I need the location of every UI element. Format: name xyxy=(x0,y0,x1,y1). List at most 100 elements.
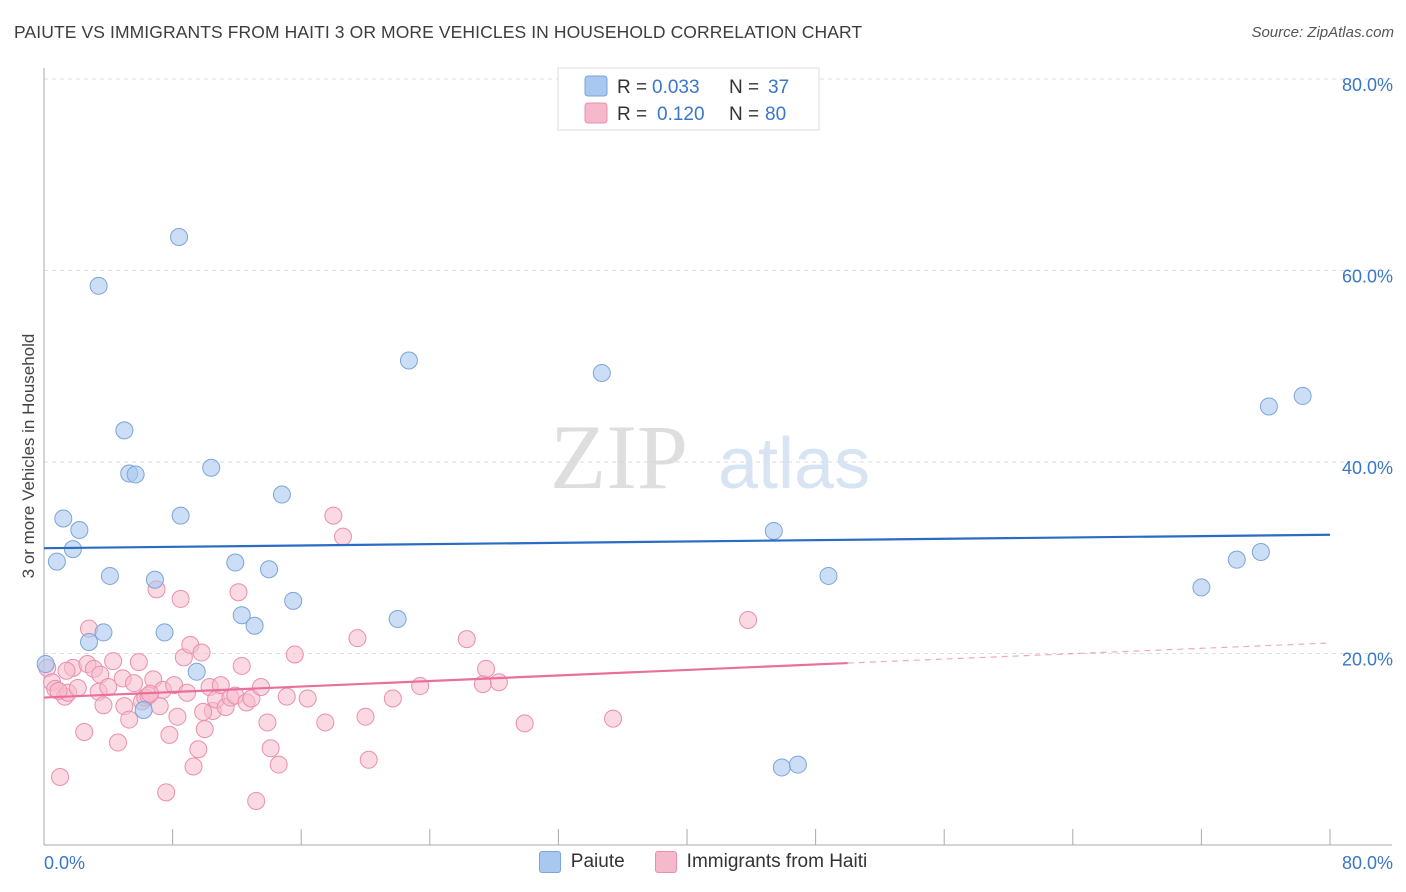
y-tick-label: 60.0% xyxy=(1342,267,1393,287)
paiute-point xyxy=(226,553,245,572)
source-label: Source: ZipAtlas.com xyxy=(1251,24,1394,41)
paiute-point xyxy=(788,755,807,774)
legend-r-label-haiti: R = xyxy=(617,104,647,125)
haiti-trend-line xyxy=(43,661,848,699)
paiute-point xyxy=(772,758,791,777)
haiti-point xyxy=(269,755,288,774)
watermark: ZIP atlas xyxy=(550,406,870,508)
haiti-point xyxy=(160,725,179,744)
paiute-point xyxy=(284,591,303,610)
chart-title: PAIUTE VS IMMIGRANTS FROM HAITI 3 OR MOR… xyxy=(14,22,863,42)
paiute-points xyxy=(36,227,1312,777)
haiti-point xyxy=(242,689,261,708)
haiti-point xyxy=(125,674,144,693)
legend-r-value-paiute: 0.033 xyxy=(652,77,700,98)
bottom-legend-label-haiti: Immigrants from Haiti xyxy=(686,851,868,872)
paiute-point xyxy=(1293,386,1312,405)
haiti-point xyxy=(120,710,139,729)
paiute-point xyxy=(170,227,189,246)
paiute-point xyxy=(260,560,279,579)
paiute-point xyxy=(187,662,206,681)
haiti-point xyxy=(316,713,335,732)
legend-r-label-paiute: R = xyxy=(617,77,647,98)
paiute-point xyxy=(145,570,164,589)
paiute-point xyxy=(232,606,251,625)
haiti-point xyxy=(57,661,76,680)
haiti-points xyxy=(38,506,758,810)
paiute-point xyxy=(272,485,291,504)
axes xyxy=(43,68,1392,846)
haiti-point xyxy=(129,653,148,672)
watermark-atlas: atlas xyxy=(718,424,870,504)
legend-swatch-haiti xyxy=(584,102,608,124)
haiti-point xyxy=(51,768,70,787)
paiute-point xyxy=(115,421,134,440)
y-tick-labels: 20.0% 40.0% 60.0% 80.0% xyxy=(1342,75,1393,670)
haiti-point xyxy=(489,673,508,692)
haiti-point xyxy=(356,707,375,726)
haiti-point xyxy=(457,630,476,649)
paiute-point xyxy=(388,610,407,629)
haiti-point xyxy=(195,720,214,739)
haiti-point xyxy=(104,652,123,671)
x-tick-label: 80.0% xyxy=(1342,853,1393,873)
haiti-point xyxy=(261,739,280,758)
bottom-legend-swatch-paiute xyxy=(538,851,561,873)
paiute-point xyxy=(134,700,153,719)
haiti-point xyxy=(108,733,127,752)
haiti-point xyxy=(157,783,176,802)
haiti-point xyxy=(247,791,266,810)
paiute-point xyxy=(592,363,611,382)
paiute-point xyxy=(155,623,174,642)
paiute-point xyxy=(1251,543,1270,562)
paiute-point xyxy=(70,520,89,539)
paiute-point xyxy=(47,552,66,571)
paiute-point xyxy=(1227,550,1246,569)
bottom-legend-swatch-haiti xyxy=(654,851,677,873)
watermark-zip: ZIP xyxy=(550,406,688,508)
paiute-point xyxy=(1259,397,1278,416)
y-tick-label: 40.0% xyxy=(1342,458,1393,478)
paiute-point xyxy=(399,351,418,370)
haiti-point xyxy=(348,629,367,648)
haiti-point xyxy=(258,713,277,732)
haiti-point xyxy=(604,709,623,728)
y-axis-label: 3 or more Vehicles in Household xyxy=(19,334,38,579)
haiti-point xyxy=(232,656,251,675)
bottom-legend: Paiute Immigrants from Haiti xyxy=(0,851,1406,873)
y-tick-label: 20.0% xyxy=(1342,650,1393,670)
haiti-point xyxy=(168,707,187,726)
paiute-point xyxy=(764,521,783,540)
bottom-legend-item-paiute: Paiute xyxy=(538,851,625,873)
paiute-trend-line xyxy=(43,533,1331,550)
haiti-point xyxy=(298,689,317,708)
haiti-point xyxy=(477,659,496,678)
haiti-point xyxy=(171,589,190,608)
haiti-point xyxy=(515,714,534,733)
x-tick-labels: 0.0% 80.0% xyxy=(44,853,1393,873)
y-tick-label: 80.0% xyxy=(1342,75,1393,95)
haiti-point xyxy=(383,689,402,708)
bottom-legend-label-paiute: Paiute xyxy=(570,851,625,872)
legend-r-value-haiti: 0.120 xyxy=(657,104,705,125)
legend-n-label-haiti: N = xyxy=(729,104,759,125)
trend-lines xyxy=(43,533,1331,699)
x-tick-label: 0.0% xyxy=(44,853,85,873)
haiti-point xyxy=(194,702,213,721)
paiute-point xyxy=(100,566,119,585)
haiti-point xyxy=(359,750,378,769)
paiute-point xyxy=(63,540,82,559)
paiute-point xyxy=(94,623,113,642)
paiute-point xyxy=(126,465,145,484)
haiti-point xyxy=(229,583,248,602)
haiti-point xyxy=(739,610,758,629)
haiti-point xyxy=(49,681,68,700)
legend-n-value-paiute: 37 xyxy=(768,77,789,98)
legend-swatch-paiute xyxy=(584,75,608,97)
haiti-point xyxy=(192,643,211,662)
gridlines xyxy=(44,78,1392,654)
haiti-point xyxy=(75,723,94,742)
paiute-point xyxy=(80,633,99,652)
legend-box: R = 0.033 N = 37 R = 0.120 N = 80 xyxy=(557,67,820,131)
